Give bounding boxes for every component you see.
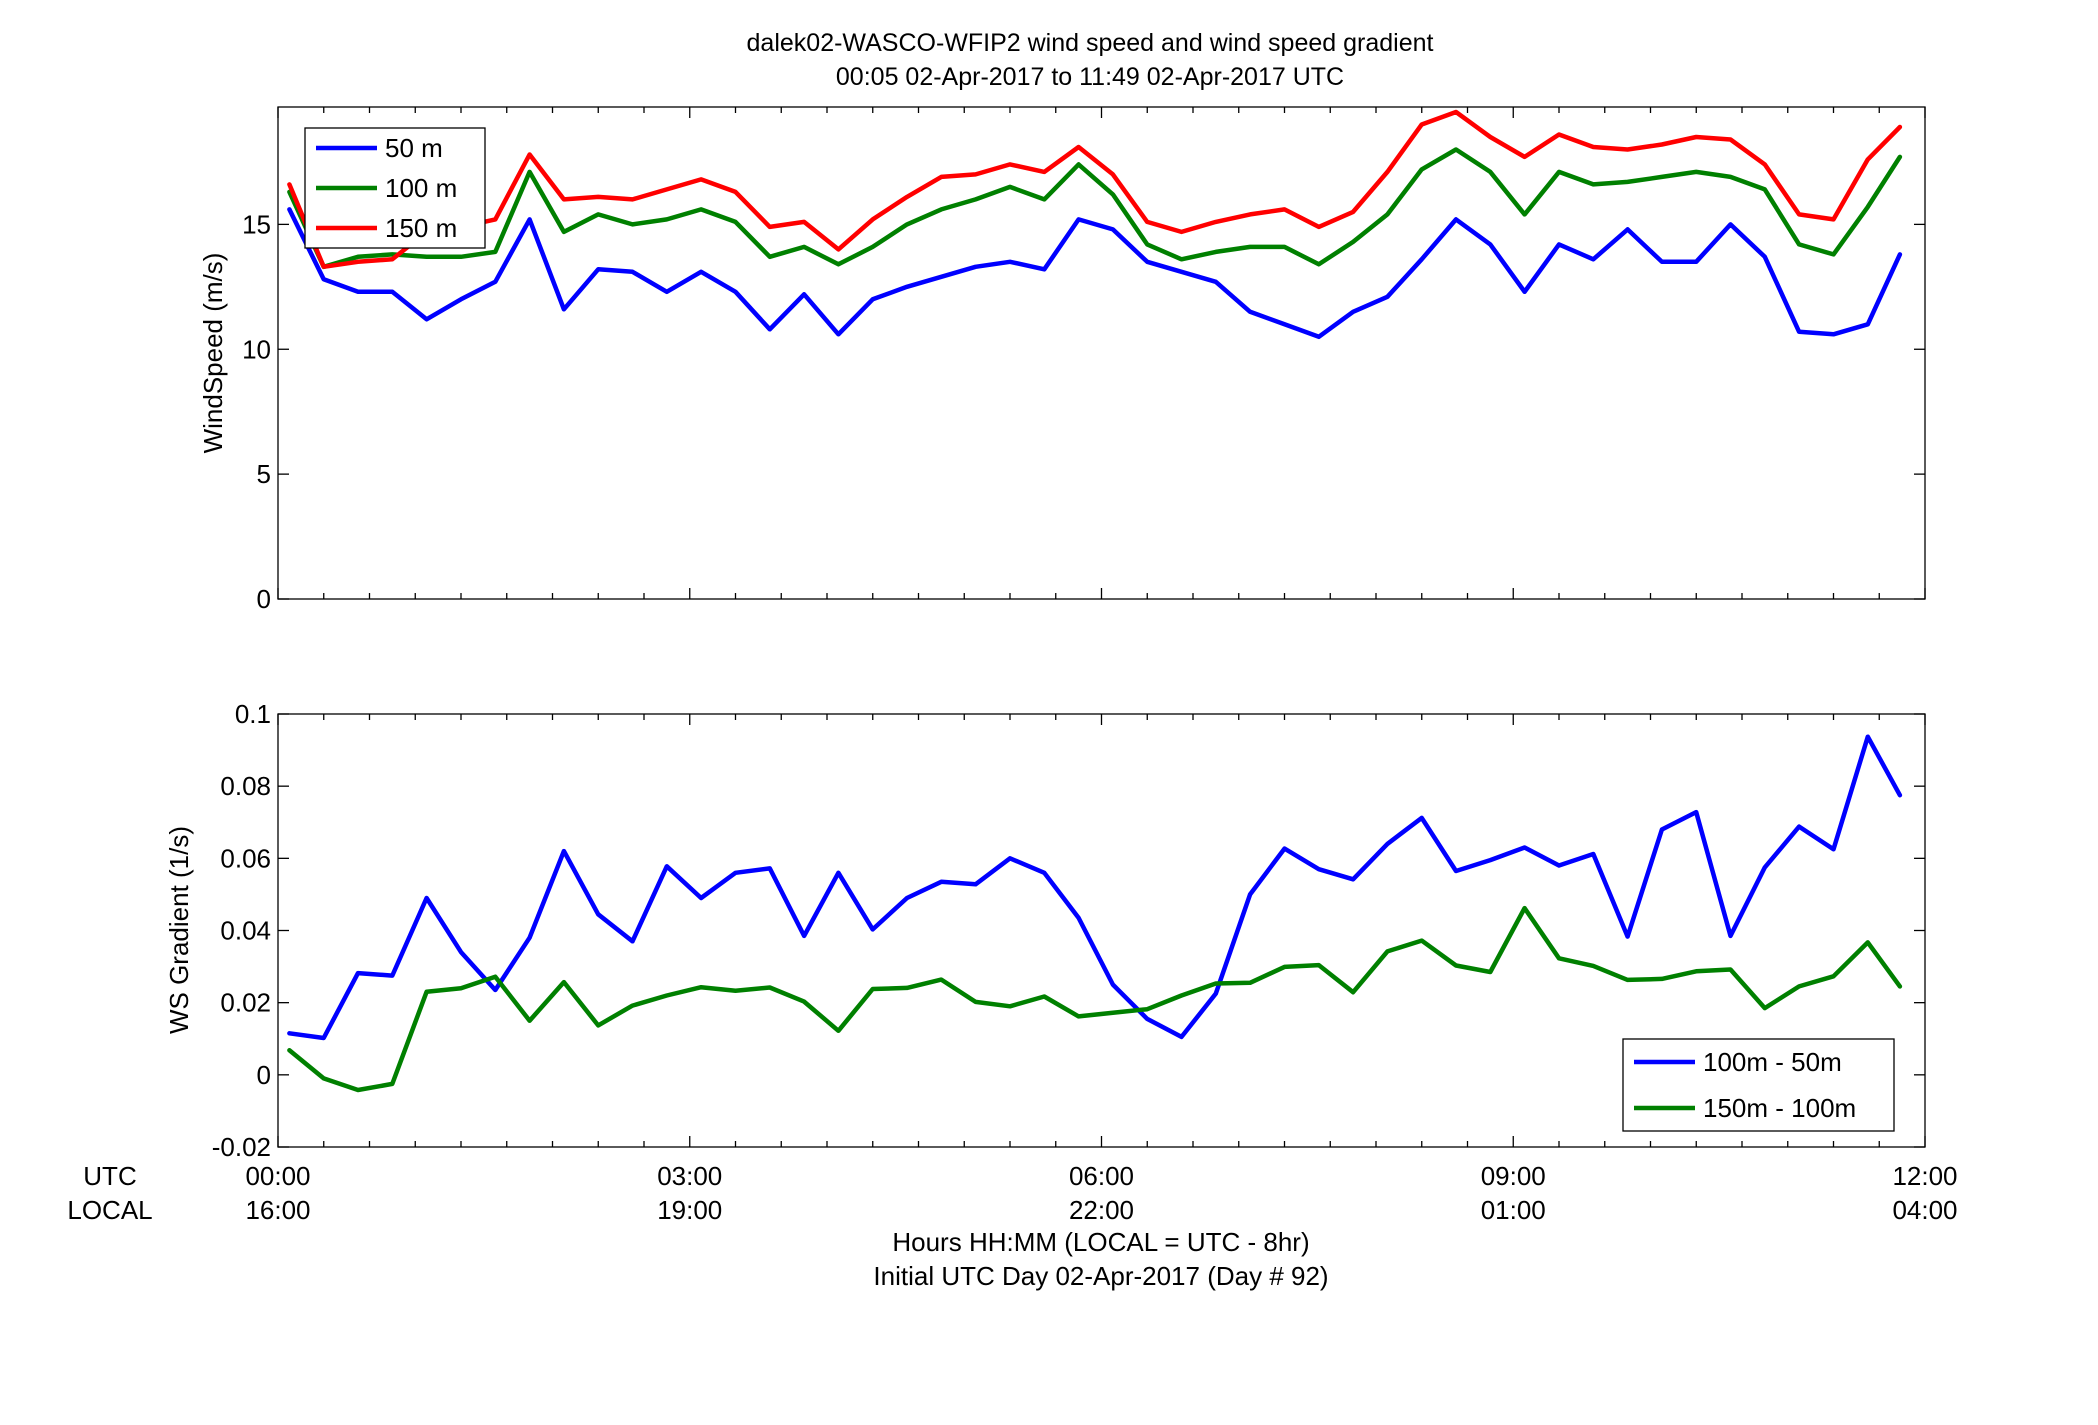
xtick-label-utc-3: 09:00	[1481, 1161, 1546, 1191]
windspeed-panel: 0 5 10 15 WindSpeed (m/s) 50 m 100 m 150 m	[198, 106, 1926, 614]
row-label-local: LOCAL	[67, 1195, 152, 1225]
chart-title-line1: dalek02-WASCO-WFIP2 wind speed and wind …	[747, 29, 1434, 57]
xtick-label-local-2: 22:00	[1069, 1195, 1134, 1225]
x-axis-label-line1: Hours HH:MM (LOCAL = UTC - 8hr)	[892, 1227, 1309, 1257]
windspeed-ytick-label-2: 10	[242, 334, 271, 364]
gradient-legend-label-0: 100m - 50m	[1703, 1047, 1842, 1077]
xtick-label-utc-4: 12:00	[1892, 1161, 1957, 1191]
windspeed-series-line-150m	[287, 109, 1903, 270]
gradient-ytick-label-0: -0.02	[212, 1132, 271, 1162]
windspeed-ylabel: WindSpeed (m/s)	[198, 253, 228, 454]
xtick-label-utc-2: 06:00	[1069, 1161, 1134, 1191]
gradient-legend-label-1: 150m - 100m	[1703, 1093, 1856, 1123]
gradient-ytick-label-2: 0.02	[220, 988, 271, 1018]
windspeed-legend-label-0: 50 m	[385, 133, 443, 163]
windspeed-ytick-label-0: 0	[257, 584, 271, 614]
gradient-ytick-label-6: 0.1	[235, 699, 271, 729]
gradient-ytick-label-1: 0	[257, 1060, 271, 1090]
gradient-panel: -0.02 0 0.02 0.04 0.06 0.08 0.1 WS Gradient (1…	[164, 699, 1926, 1162]
windspeed-legend-label-2: 150 m	[385, 213, 457, 243]
gradient-ytick-label-5: 0.08	[220, 771, 271, 801]
xtick-label-utc-1: 03:00	[657, 1161, 722, 1191]
chart-title-line2: 00:05 02-Apr-2017 to 11:49 02-Apr-2017 U…	[836, 63, 1344, 91]
x-axis-labels: UTC LOCAL 00:00 16:00 03:00 19:00 06:00 22:00…	[67, 1161, 1957, 1291]
x-axis-label-line2: Initial UTC Day 02-Apr-2017 (Day # 92)	[873, 1261, 1328, 1291]
windspeed-ytick-label-3: 15	[242, 209, 271, 239]
xtick-label-local-1: 19:00	[657, 1195, 722, 1225]
windspeed-ytick-label-1: 5	[257, 459, 271, 489]
gradient-series-line-150m-100m	[287, 905, 1903, 1093]
xtick-label-local-4: 04:00	[1892, 1195, 1957, 1225]
xtick-label-local-0: 16:00	[245, 1195, 310, 1225]
xtick-label-local-3: 01:00	[1481, 1195, 1546, 1225]
xtick-label-utc-0: 00:00	[245, 1161, 310, 1191]
gradient-legend: 100m - 50m 150m - 100m	[1622, 1038, 1895, 1132]
gradient-series-line-100m-50m	[287, 734, 1903, 1041]
windspeed-legend-label-1: 100 m	[385, 173, 457, 203]
gradient-ytick-label-3: 0.04	[220, 916, 271, 946]
gradient-legend-box	[1622, 1038, 1895, 1132]
gradient-ylabel: WS Gradient (1/s)	[164, 826, 194, 1034]
row-label-utc: UTC	[83, 1161, 136, 1191]
windspeed-legend: 50 m 100 m 150 m	[304, 127, 486, 249]
gradient-ytick-label-4: 0.06	[220, 843, 271, 873]
windspeed-series-line-100m	[287, 147, 1903, 270]
windspeed-series-line-50m	[287, 207, 1903, 340]
